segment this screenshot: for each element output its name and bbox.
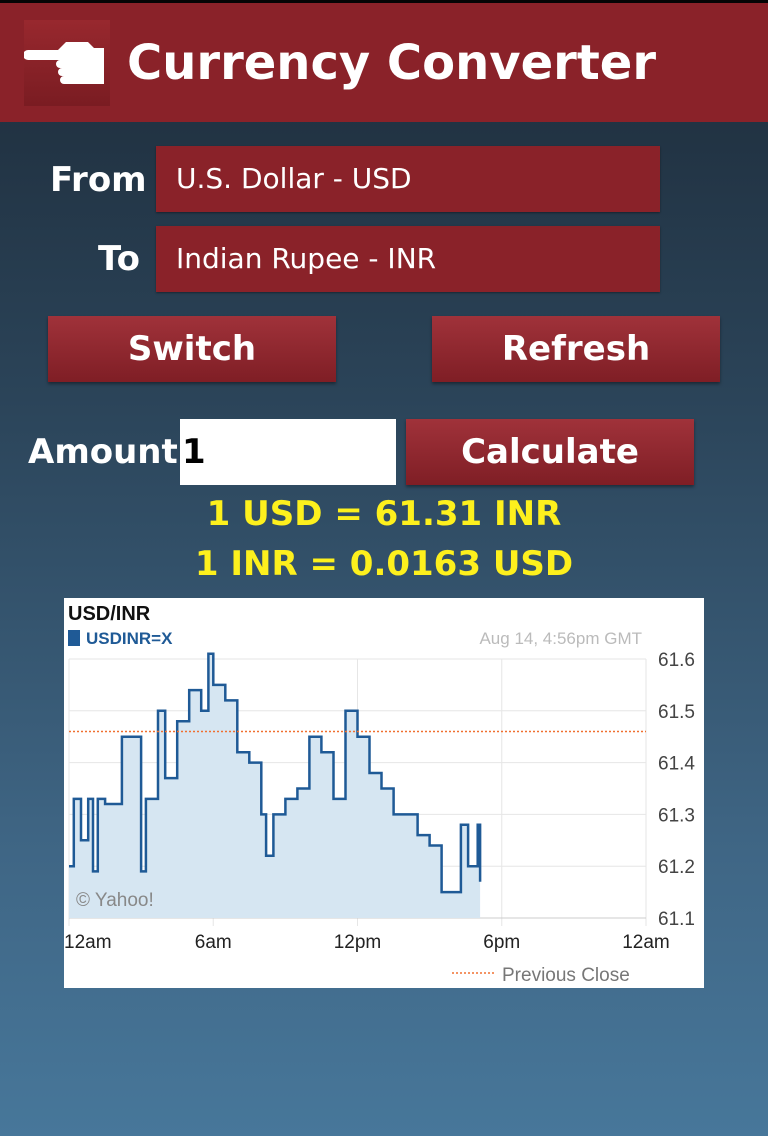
chart-timestamp: Aug 14, 4:56pm GMT xyxy=(479,629,642,648)
y-tick-label: 61.1 xyxy=(658,909,695,930)
rate-inverse: 1 INR = 0.0163 USD xyxy=(194,544,574,584)
chart-title: USD/INR xyxy=(68,603,151,625)
switch-button[interactable]: Switch xyxy=(48,316,336,382)
from-currency-select[interactable]: U.S. Dollar - USD xyxy=(156,146,660,212)
y-tick-label: 61.3 xyxy=(658,805,695,826)
from-label: From xyxy=(50,160,147,200)
app-header: Currency Converter xyxy=(0,0,768,122)
to-label: To xyxy=(98,239,141,279)
y-tick-label: 61.6 xyxy=(658,650,695,671)
to-currency-select[interactable]: Indian Rupee - INR xyxy=(156,226,660,292)
y-tick-label: 61.5 xyxy=(658,702,695,723)
x-tick-label: 12am xyxy=(64,932,112,953)
series-line xyxy=(69,652,482,894)
chart-credit: © Yahoo! xyxy=(76,890,154,911)
x-tick-label: 6am xyxy=(195,932,232,953)
series-area xyxy=(69,653,481,918)
x-tick-label: 6pm xyxy=(483,932,520,953)
app-title: Currency Converter xyxy=(127,35,656,91)
series-swatch xyxy=(68,630,80,646)
y-tick-label: 61.2 xyxy=(658,857,695,878)
x-tick-label: 12pm xyxy=(334,932,382,953)
amount-label: Amount xyxy=(28,432,178,472)
y-tick-label: 61.4 xyxy=(658,754,695,775)
rate-forward: 1 USD = 61.31 INR xyxy=(206,494,562,534)
calculate-button[interactable]: Calculate xyxy=(406,419,694,485)
x-tick-label: 12am xyxy=(622,932,670,953)
pointing-hand-icon xyxy=(23,20,110,106)
amount-input[interactable] xyxy=(180,419,396,485)
refresh-button[interactable]: Refresh xyxy=(432,316,720,382)
series-name: USDINR=X xyxy=(86,629,173,648)
legend-label: Previous Close xyxy=(502,965,630,986)
rate-chart: USD/INR USDINR=X Aug 14, 4:56pm GMT © Ya… xyxy=(64,598,704,988)
